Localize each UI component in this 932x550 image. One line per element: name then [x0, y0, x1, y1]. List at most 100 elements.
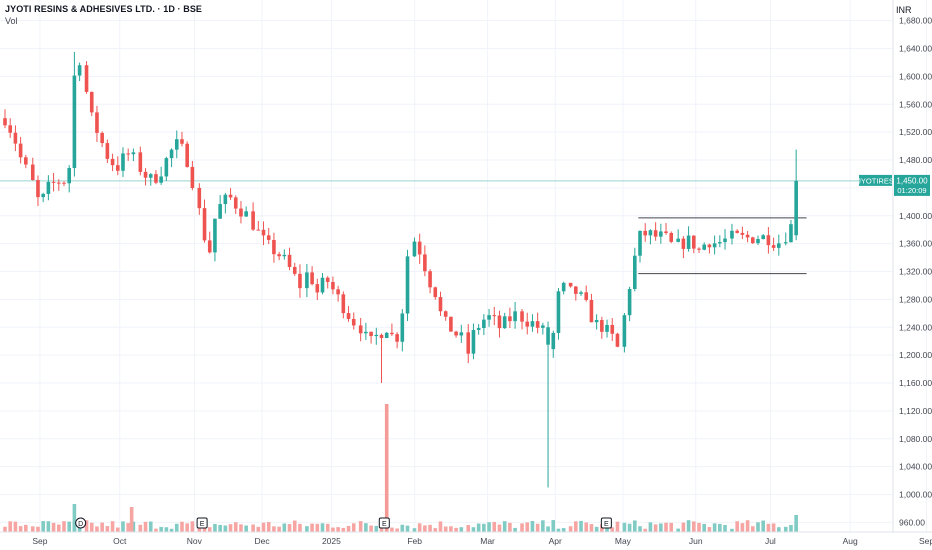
candle-body [336, 289, 340, 295]
candle-body [525, 321, 530, 327]
volume-bar [174, 523, 179, 532]
candle-body [686, 235, 691, 249]
candle-body [541, 325, 545, 328]
time-axis-label[interactable]: Nov [187, 536, 203, 546]
volume-bar [374, 525, 379, 532]
event-letter: E [382, 521, 387, 528]
volume-bar [541, 520, 545, 532]
candle-body [653, 230, 658, 237]
time-axis-label[interactable]: Dec [254, 536, 270, 546]
candle-body [213, 218, 217, 253]
candle-body [180, 139, 184, 144]
candle-body [379, 334, 384, 339]
volume-bar [89, 522, 94, 532]
candle-body [67, 167, 71, 184]
volume-bar [148, 521, 153, 532]
candle-body [282, 254, 287, 257]
price-axis-tick[interactable]: 1,480.00 [899, 155, 932, 165]
candle-body [648, 230, 653, 236]
price-axis-tick[interactable]: 1,640.00 [899, 44, 932, 54]
volume-bar [520, 523, 524, 532]
volume-bar [138, 524, 143, 532]
candle-body [676, 238, 680, 242]
price-axis-tick[interactable]: 1,520.00 [899, 127, 932, 137]
time-axis-label[interactable]: 2025 [322, 536, 341, 546]
earnings-event-icon[interactable] [600, 517, 612, 529]
volume-bar [159, 526, 163, 532]
candle-body [589, 299, 594, 323]
candle-body [251, 211, 255, 230]
price-axis-tick[interactable]: 960.00 [899, 517, 925, 527]
volume-bar [351, 523, 356, 532]
price-axis-tick[interactable]: 1,600.00 [899, 71, 932, 81]
price-axis-tick[interactable]: 1,160.00 [899, 378, 932, 388]
price-axis-tick[interactable]: 1,240.00 [899, 322, 932, 332]
volume-bar [761, 520, 765, 532]
candle-body [574, 286, 578, 294]
time-axis-label[interactable]: Feb [407, 536, 422, 546]
candle-body [13, 132, 18, 144]
time-axis-label[interactable]: Jun [689, 536, 703, 546]
last-price-tag[interactable] [894, 174, 930, 196]
volume-bar [341, 527, 346, 532]
price-axis-tick[interactable]: 1,320.00 [899, 267, 932, 277]
price-axis-tick[interactable]: 1,680.00 [899, 16, 932, 26]
candle-body [718, 242, 722, 244]
price-axis-tick[interactable]: 1,120.00 [899, 406, 932, 416]
volume-bar [497, 524, 502, 532]
event-letter: D [78, 521, 83, 528]
candle-body [190, 166, 195, 188]
candle-body [36, 180, 40, 198]
time-axis-label[interactable]: Apr [549, 536, 562, 546]
time-axis-label[interactable]: Sep [32, 536, 47, 546]
candle-body [131, 152, 136, 155]
candle-body [508, 316, 512, 322]
volume-bar [686, 520, 691, 532]
candle-body [702, 244, 707, 250]
volume-bar [315, 523, 320, 532]
candle-body [691, 235, 696, 249]
dividend-event-icon[interactable] [75, 517, 87, 529]
candle-body [105, 143, 110, 159]
price-axis-tick[interactable]: 1,000.00 [899, 490, 932, 500]
time-axis-label[interactable]: Mar [480, 536, 495, 546]
volume-bar [364, 523, 368, 532]
volume-bar [643, 528, 648, 532]
price-axis-tick[interactable]: 1,200.00 [899, 350, 932, 360]
earnings-event-icon[interactable] [196, 517, 208, 529]
candle-body [530, 321, 535, 327]
time-axis-label[interactable]: Jul [765, 536, 776, 546]
candle-body [3, 118, 7, 126]
price-axis-tick[interactable]: 1,280.00 [899, 294, 932, 304]
time-axis-label[interactable]: Sep [919, 536, 932, 546]
currency-label[interactable]: INR [896, 5, 912, 15]
candle-body [62, 182, 66, 184]
volume-bar [423, 525, 427, 532]
candle-body [417, 241, 422, 255]
price-axis-tick[interactable]: 1,040.00 [899, 462, 932, 472]
volume-indicator-label[interactable]: Vol [5, 16, 18, 26]
volume-bar [115, 527, 120, 532]
candle-body [520, 311, 524, 322]
candle-body [72, 75, 77, 168]
candle-body [110, 158, 115, 166]
price-axis-tick[interactable]: 1,400.00 [899, 211, 932, 221]
candle-body [454, 331, 458, 336]
volume-bar [449, 526, 453, 532]
volume-bar [735, 521, 739, 532]
volume-bar [502, 521, 507, 532]
candle-body [89, 91, 94, 113]
price-axis-tick[interactable]: 1,360.00 [899, 239, 932, 249]
price-axis-tick[interactable]: 1,080.00 [899, 434, 932, 444]
time-axis-label[interactable]: Aug [843, 536, 858, 546]
candle-body [46, 181, 51, 194]
volume-bar [298, 523, 302, 532]
volume-bar [525, 522, 530, 532]
volume-bar [492, 521, 497, 532]
time-axis-label[interactable]: Oct [113, 536, 127, 546]
ticker-tag[interactable] [859, 174, 892, 186]
earnings-event-icon[interactable] [378, 517, 390, 529]
time-axis-label[interactable]: May [615, 536, 632, 546]
price-axis-tick[interactable]: 1,560.00 [899, 99, 932, 109]
